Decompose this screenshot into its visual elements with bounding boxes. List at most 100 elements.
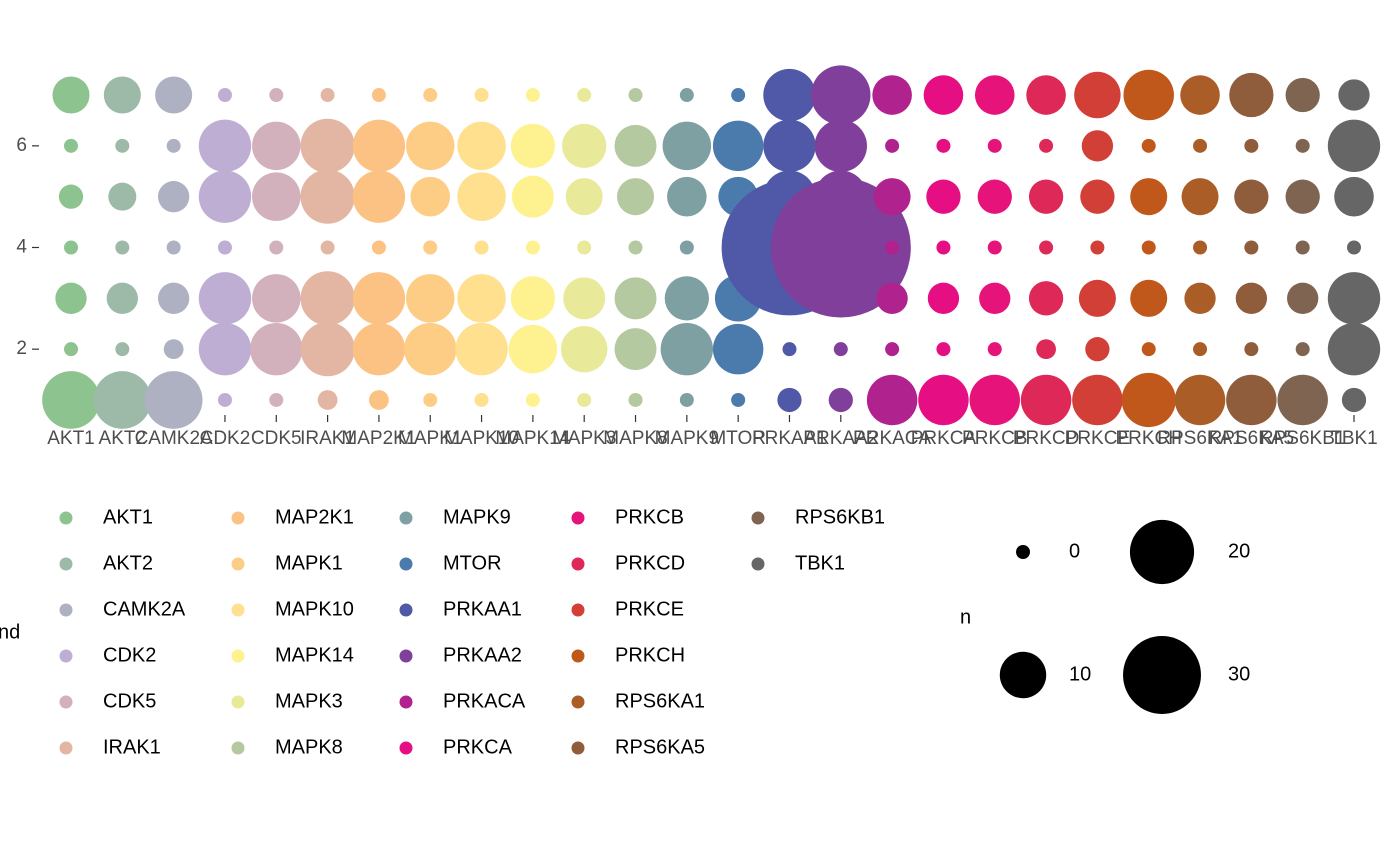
legend-label: PRKCD — [615, 552, 685, 574]
bubble — [155, 76, 193, 114]
legend-label: PRKCH — [615, 644, 685, 666]
x-tick-label: MAPK1 — [398, 428, 462, 449]
bubble — [936, 240, 951, 255]
bubble — [525, 392, 540, 407]
legend-label: RPS6KA5 — [615, 736, 705, 758]
legend-key — [59, 695, 73, 709]
legend-label: PRKCB — [615, 506, 684, 528]
bubble — [1141, 138, 1156, 153]
x-tick-label: AKT2 — [99, 428, 147, 449]
bubble — [936, 342, 951, 357]
legend-key — [399, 741, 413, 755]
bubble — [1341, 387, 1367, 413]
bubble — [679, 240, 694, 255]
bubble — [317, 390, 338, 410]
legend-label: RPS6KA1 — [615, 690, 705, 712]
bubble — [763, 119, 816, 173]
legend-key — [231, 511, 245, 525]
legend-key — [59, 603, 73, 617]
bubble — [731, 88, 746, 103]
bubble — [664, 276, 709, 321]
x-tick-label: PRKCH — [1115, 428, 1182, 449]
bubble — [405, 274, 455, 323]
bubble — [217, 240, 232, 255]
bubble — [979, 282, 1011, 314]
legend-key — [399, 603, 413, 617]
size-legend-label: 10 — [1069, 663, 1091, 685]
bubble — [300, 169, 355, 224]
bubble — [731, 392, 746, 407]
bubble — [405, 121, 455, 171]
bubble — [1039, 138, 1054, 153]
bubble — [423, 392, 438, 407]
bubble — [926, 179, 961, 214]
bubble — [157, 282, 190, 314]
bubble — [1347, 240, 1361, 255]
legend-label: MAPK8 — [275, 736, 343, 758]
bubble — [1072, 374, 1123, 426]
bubble — [1020, 374, 1072, 426]
bubble — [217, 392, 232, 407]
bubble — [712, 120, 764, 172]
legend-label: MAPK14 — [275, 644, 354, 666]
bubble — [679, 392, 694, 407]
legend-label: PRKACA — [443, 690, 526, 712]
bubble — [455, 322, 508, 376]
bubble — [712, 323, 764, 375]
bubble — [1244, 240, 1259, 255]
bubble — [1026, 75, 1066, 115]
bubble — [782, 342, 797, 357]
legend-label: PRKCE — [615, 598, 684, 620]
bubble — [369, 390, 389, 410]
x-tick-label: PRKACA — [853, 428, 931, 449]
legend-key — [59, 741, 73, 755]
legend-label: MTOR — [443, 552, 502, 574]
bubble — [103, 76, 141, 114]
bubble — [876, 282, 908, 314]
bubble — [300, 322, 355, 377]
legend-key — [231, 603, 245, 617]
legend-label: IRAK1 — [103, 736, 161, 758]
x-tick-label: PRKCA — [911, 428, 977, 449]
bubble — [614, 277, 657, 320]
x-tick-label: PRKCD — [1013, 428, 1080, 449]
bubble — [1295, 138, 1310, 153]
x-tick-label: RPS6KA1 — [1157, 428, 1243, 449]
size-legend-label: 20 — [1228, 540, 1250, 562]
legend-key — [231, 695, 245, 709]
bubble — [217, 88, 232, 103]
bubble — [423, 240, 438, 255]
legend-key — [399, 511, 413, 525]
legend-label: PRKAA2 — [443, 644, 522, 666]
bubble — [371, 88, 386, 103]
bubble — [1244, 138, 1259, 153]
bubble — [662, 121, 712, 171]
legend-label: CDK5 — [103, 690, 156, 712]
bubble — [1287, 282, 1319, 314]
legend-key — [59, 649, 73, 663]
bubble — [1085, 337, 1110, 362]
bubble — [1074, 71, 1121, 119]
legend-label: RPS6KB1 — [795, 506, 885, 528]
bubble — [927, 282, 960, 314]
x-tick-label: MAPK9 — [655, 428, 719, 449]
bubble — [1081, 130, 1114, 162]
size-legend-label: 30 — [1228, 663, 1250, 685]
bubble — [977, 179, 1012, 214]
bubble — [250, 322, 303, 376]
bubble — [525, 240, 540, 255]
y-tick-label: 4 — [16, 237, 27, 258]
size-legend-key — [999, 651, 1047, 699]
x-tick-label: MTOR — [710, 428, 766, 449]
bubble — [577, 392, 592, 407]
bubble — [525, 88, 540, 103]
bubble — [1334, 176, 1374, 217]
legend-key — [751, 557, 765, 571]
x-tick-label: TBK1 — [1330, 428, 1378, 449]
y-tick-label: 2 — [16, 338, 27, 359]
y-tick-label: 6 — [16, 135, 27, 156]
bubble — [873, 178, 911, 216]
bubble — [1180, 75, 1220, 115]
bubble — [457, 274, 506, 323]
